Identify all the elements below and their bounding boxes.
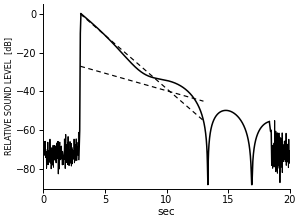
Y-axis label: RELATIVE SOUND LEVEL  [dB]: RELATIVE SOUND LEVEL [dB] (4, 37, 13, 155)
X-axis label: sec: sec (158, 207, 175, 217)
